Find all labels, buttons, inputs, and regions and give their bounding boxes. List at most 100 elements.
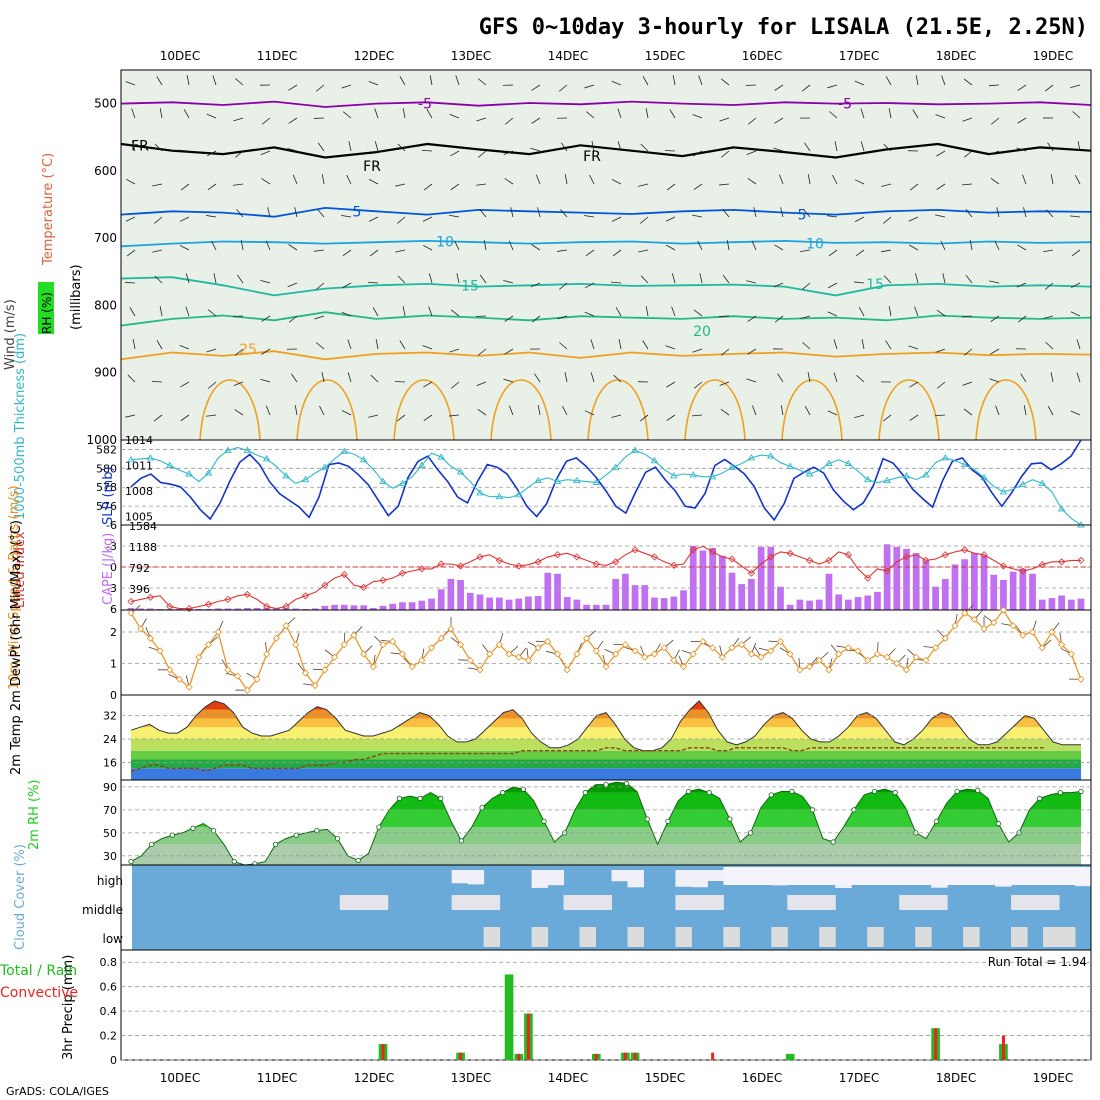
wind-barb	[508, 240, 514, 251]
wind-barb	[531, 315, 541, 323]
wind10m-axis-label: 10m Wind Speed & Barbs (m/s)	[7, 485, 22, 690]
cape-bar	[1067, 599, 1075, 610]
li-marker	[1038, 561, 1046, 569]
slp-axis-label: SLP (mb)	[101, 466, 116, 525]
wind-barb	[773, 147, 784, 152]
wind-barb	[261, 178, 271, 185]
cloud-low	[1043, 927, 1060, 947]
wind-barb	[1077, 141, 1081, 152]
wind-barb	[206, 414, 217, 417]
wind-barb	[531, 117, 541, 124]
wind-barb	[530, 147, 541, 152]
date-label-bottom: 19DEC	[1033, 1071, 1073, 1085]
wind-barb	[753, 207, 757, 218]
wind-marker	[893, 659, 901, 668]
wind-barb	[1074, 174, 1081, 185]
wind-barb	[963, 408, 973, 416]
wind-barb	[746, 280, 757, 284]
rh-marker	[871, 788, 878, 795]
wind-axis-label: Wind (m/s)	[3, 299, 18, 370]
wind-barb	[449, 414, 460, 417]
thickness-marker	[708, 472, 717, 480]
wind-barb	[125, 81, 136, 86]
wind-barb	[510, 207, 514, 218]
wind-barb	[638, 249, 649, 253]
precip-conv-bar	[517, 1053, 521, 1060]
cloud-mid	[691, 895, 708, 910]
isotherm-FR	[120, 142, 1092, 159]
thickness-marker	[262, 455, 271, 462]
wind-barb	[1050, 372, 1054, 383]
cloud-mid	[915, 895, 932, 910]
thickness-tick: 582	[96, 443, 117, 456]
wind-barb	[746, 378, 757, 383]
wind-barb	[450, 309, 460, 317]
wind-barb	[154, 275, 163, 284]
wind-barb	[347, 372, 352, 383]
wind-barb	[561, 142, 568, 152]
wind-marker	[835, 650, 843, 658]
cape-bar	[777, 586, 784, 610]
cloud-low	[723, 927, 740, 947]
wind-marker	[340, 641, 348, 649]
wind-barb	[942, 273, 946, 284]
wind-barb	[672, 75, 676, 86]
cloud-high	[451, 870, 469, 884]
wind-barb	[478, 150, 487, 158]
cloud-low	[579, 927, 597, 947]
rh-marker	[458, 838, 465, 844]
wind-marker	[563, 666, 571, 674]
wind-marker	[282, 622, 290, 630]
wind-barb	[455, 75, 460, 86]
run-total: Run Total = 1.94	[988, 955, 1087, 969]
cape-bar	[457, 579, 464, 610]
wind-barb	[615, 307, 622, 317]
wind-barb	[1023, 207, 1027, 218]
wind-barb	[640, 143, 649, 152]
wind-barb	[666, 183, 676, 191]
precip-total-bar	[785, 1053, 795, 1060]
cape-bar	[447, 578, 455, 610]
wind-marker	[806, 663, 814, 671]
wind-barb	[402, 306, 406, 317]
precip-total-bar	[504, 974, 514, 1060]
wind-barb	[564, 372, 568, 383]
wind-barb	[428, 306, 433, 317]
wind-barb	[503, 150, 514, 156]
rh-marker	[438, 795, 444, 801]
thickness-marker	[611, 463, 620, 470]
cape-bar	[631, 585, 639, 610]
rh-marker	[644, 816, 650, 822]
wind-barb	[645, 306, 649, 317]
wind-marker	[263, 650, 271, 658]
cape-bar	[806, 600, 813, 610]
precip-conv-bar	[594, 1053, 598, 1060]
wind-barb	[937, 381, 946, 389]
wind-barb	[774, 84, 784, 91]
li-marker	[1077, 556, 1085, 564]
wind-barb	[1070, 410, 1081, 416]
wind-barb	[697, 240, 703, 251]
wind-barb	[1017, 315, 1027, 323]
wind-barb	[1043, 315, 1054, 319]
wind-marker	[389, 637, 397, 646]
slp-line	[130, 439, 1082, 522]
wind-marker	[1067, 650, 1075, 658]
rh-marker	[541, 818, 547, 824]
li-marker	[747, 569, 755, 577]
isotherm-25	[120, 350, 1092, 361]
wind-barb	[856, 375, 865, 383]
cape-bar	[651, 597, 658, 610]
wind-barb	[396, 414, 406, 422]
wind-barb	[969, 240, 973, 251]
wind-barb	[995, 405, 1000, 416]
wind-barb	[159, 108, 163, 119]
contour-label: -5	[418, 97, 432, 113]
cloud-mid	[1043, 895, 1060, 910]
wind-barb	[450, 183, 460, 191]
wind-barb	[179, 216, 190, 222]
wind-marker	[204, 641, 213, 649]
cape-bar	[486, 597, 494, 610]
wind-barb	[718, 315, 730, 318]
wind-barb	[342, 282, 352, 289]
